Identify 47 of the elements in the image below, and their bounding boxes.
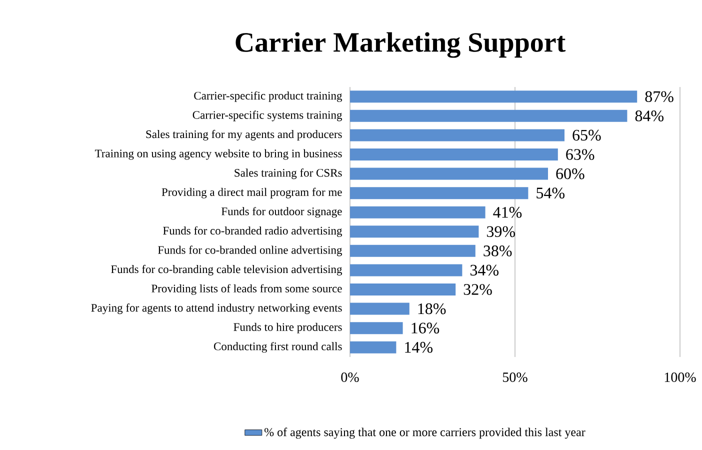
y-tick-label: Funds to hire producers	[234, 322, 342, 334]
bar	[350, 226, 479, 238]
y-tick-label: Paying for agents to attend industry networking events	[91, 304, 342, 314]
y-tick-label: Providing a direct mail program for me	[162, 188, 342, 198]
chart-title: Carrier Marketing Support	[236, 32, 566, 58]
bar	[350, 168, 548, 180]
x-tick-label: 100%	[664, 372, 696, 382]
x-tick-label: 0%	[341, 372, 359, 382]
bar	[350, 244, 476, 257]
y-tick-label: Providing lists of leads from some source	[152, 284, 342, 295]
bar	[350, 341, 396, 354]
bar	[350, 187, 528, 200]
data-label: 54%	[536, 188, 565, 199]
y-tick-label: Funds for co-branded radio advertising	[163, 226, 342, 237]
y-tick-label: Sales training for CSRs	[234, 168, 342, 180]
data-label: 18%	[418, 303, 446, 314]
data-label: 84%	[635, 110, 664, 122]
data-label: 87%	[645, 91, 674, 102]
data-label: 65%	[572, 130, 601, 141]
data-label: 63%	[566, 149, 594, 160]
data-label: 16%	[412, 322, 440, 334]
bar	[350, 322, 403, 334]
bar	[350, 148, 558, 161]
y-tick-label: Carrier-specific systems training	[192, 110, 342, 122]
bar	[350, 206, 486, 218]
data-label: 38%	[484, 246, 512, 256]
y-tick-label: Funds for outdoor signage	[221, 207, 342, 218]
y-tick-label: Sales training for my agents and producers	[146, 130, 342, 141]
legend-label: % of agents saying that one or more carriers provided this last year	[264, 428, 586, 439]
bar	[350, 129, 565, 142]
data-label: 32%	[464, 284, 492, 295]
y-tick-label: Conducting first round calls	[214, 342, 342, 353]
data-label: 14%	[405, 342, 432, 353]
bar	[350, 264, 462, 276]
data-label: 41%	[493, 206, 522, 218]
x-tick-label: 50%	[502, 372, 528, 382]
y-tick-label: Training on using agency website to bring in business	[94, 149, 342, 160]
bar	[350, 284, 456, 296]
data-label: 34%	[470, 264, 499, 276]
bar	[350, 90, 638, 103]
data-label: 60%	[556, 168, 584, 180]
y-tick-label: Carrier-specific product training	[194, 91, 342, 102]
bar	[350, 110, 628, 122]
bar	[350, 302, 410, 315]
y-tick-label: Funds for co-branding cable television advertising	[111, 264, 342, 276]
y-tick-label: Funds for co-branded online advertising	[158, 246, 342, 256]
data-label: 39%	[486, 226, 516, 238]
